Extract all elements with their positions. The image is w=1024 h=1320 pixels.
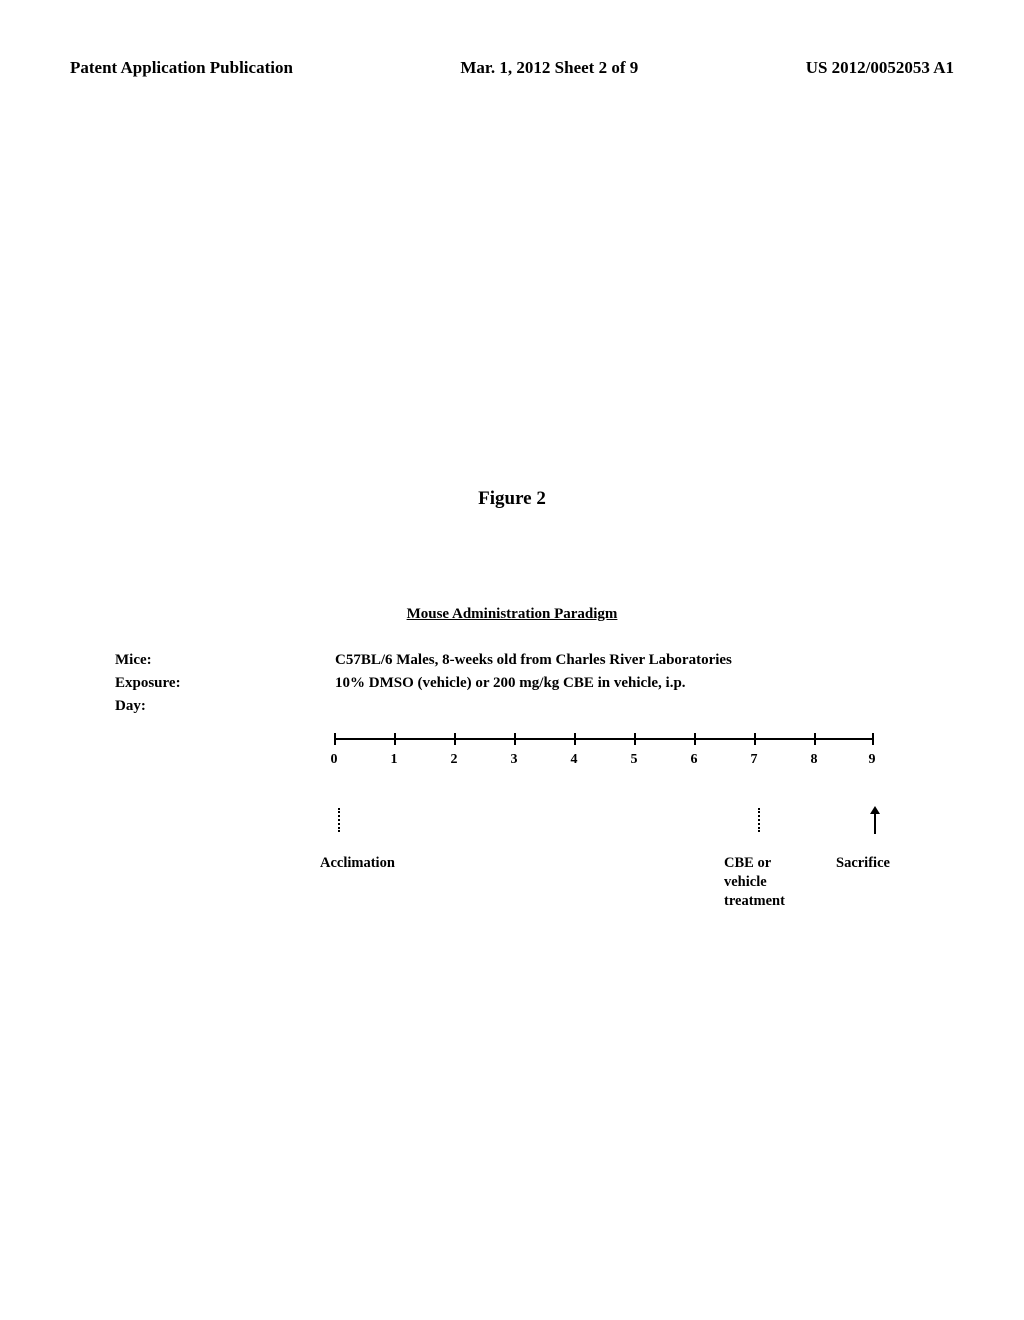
annotation-sacrifice-text: Sacrifice [836, 855, 890, 871]
exposure-key: Exposure: [115, 675, 335, 692]
timeline-tick [334, 733, 336, 745]
exposure-val: 10% DMSO (vehicle) or 200 mg/kg CBE in v… [335, 675, 686, 692]
annotation-treatment: CBE or vehicle treatment [724, 854, 785, 911]
header-right: US 2012/0052053 A1 [806, 58, 954, 78]
arrow-shaft [338, 808, 340, 832]
annotation-treatment-l3: treatment [724, 893, 785, 909]
annotation-acclimation: Acclimation [320, 854, 395, 873]
arrow-shaft [758, 808, 760, 832]
timeline-line [334, 738, 872, 740]
timeline-tick [694, 733, 696, 745]
timeline-tick-label: 2 [451, 752, 458, 768]
mice-key: Mice: [115, 652, 335, 669]
paradigm-title: Mouse Administration Paradigm [0, 606, 1024, 623]
timeline-axis: 0123456789 [334, 738, 884, 739]
day-key: Day: [115, 698, 335, 715]
timeline-tick-label: 8 [811, 752, 818, 768]
timeline-tick-label: 1 [391, 752, 398, 768]
timeline-arrow [338, 808, 340, 832]
timeline-tick [454, 733, 456, 745]
timeline-tick-label: 3 [511, 752, 518, 768]
timeline-tick-label: 4 [571, 752, 578, 768]
timeline-tick [872, 733, 874, 745]
header-center: Mar. 1, 2012 Sheet 2 of 9 [460, 58, 638, 78]
timeline-tick-label: 0 [331, 752, 338, 768]
timeline-tick [754, 733, 756, 745]
header-left: Patent Application Publication [70, 58, 293, 78]
arrow-head-icon [870, 806, 880, 814]
info-row-day: Day: [115, 698, 732, 715]
mice-val: C57BL/6 Males, 8-weeks old from Charles … [335, 652, 732, 669]
timeline: 0123456789 [334, 738, 884, 739]
timeline-tick-label: 7 [751, 752, 758, 768]
annotation-treatment-l2: vehicle [724, 874, 767, 890]
annotation-treatment-l1: CBE or [724, 855, 771, 871]
timeline-tick [394, 733, 396, 745]
timeline-tick-label: 6 [691, 752, 698, 768]
arrow-shaft [874, 814, 876, 834]
timeline-tick-label: 5 [631, 752, 638, 768]
page-header: Patent Application Publication Mar. 1, 2… [0, 58, 1024, 78]
figure-label: Figure 2 [0, 488, 1024, 510]
info-block: Mice: C57BL/6 Males, 8-weeks old from Ch… [115, 652, 732, 721]
timeline-tick-label: 9 [869, 752, 876, 768]
timeline-tick [814, 733, 816, 745]
info-row-exposure: Exposure: 10% DMSO (vehicle) or 200 mg/k… [115, 675, 732, 692]
annotation-acclimation-text: Acclimation [320, 855, 395, 871]
timeline-tick [514, 733, 516, 745]
timeline-tick [634, 733, 636, 745]
timeline-arrow [874, 808, 876, 832]
timeline-tick [574, 733, 576, 745]
info-row-mice: Mice: C57BL/6 Males, 8-weeks old from Ch… [115, 652, 732, 669]
timeline-arrow [758, 808, 760, 832]
annotation-sacrifice: Sacrifice [836, 854, 890, 873]
